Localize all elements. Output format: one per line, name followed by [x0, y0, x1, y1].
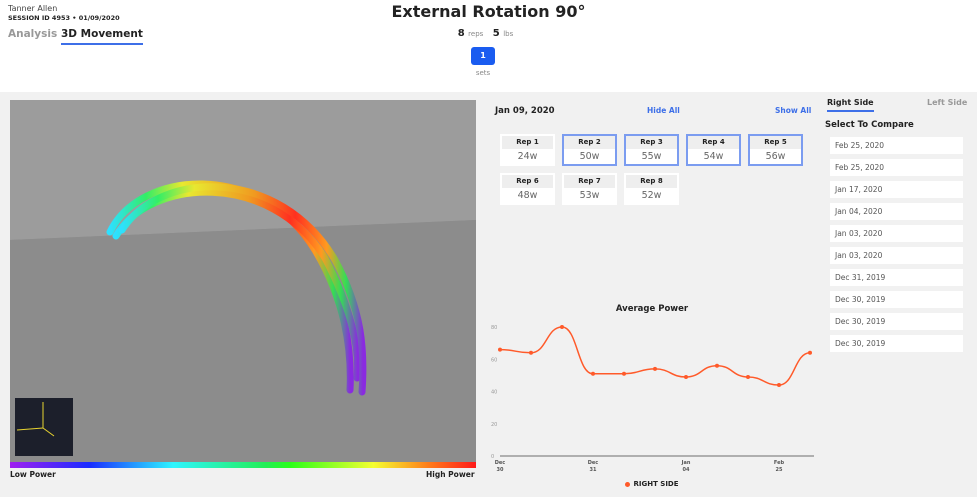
- data-point: [560, 325, 564, 329]
- tab-3d-movement[interactable]: 3D Movement: [61, 28, 143, 45]
- x-tick-label: Feb: [774, 460, 785, 466]
- compare-date-item[interactable]: Dec 30, 2019: [830, 291, 963, 308]
- chart-legend: RIGHT SIDE: [488, 480, 816, 488]
- data-point: [529, 350, 533, 355]
- compare-date-item[interactable]: Dec 30, 2019: [830, 313, 963, 330]
- legend-label: RIGHT SIDE: [633, 480, 679, 488]
- data-point: [498, 347, 502, 352]
- rep-card[interactable]: Rep 7 53w: [562, 173, 617, 205]
- x-tick-label: 31: [590, 467, 597, 473]
- rep-label: Rep 1: [502, 136, 553, 149]
- x-tick-label: 25: [776, 467, 783, 473]
- 3d-scene: [10, 100, 476, 462]
- data-point: [715, 363, 719, 368]
- y-tick-label: 40: [491, 390, 497, 396]
- tab-left-side[interactable]: Left Side: [927, 98, 968, 107]
- rep-label: Rep 4: [688, 136, 739, 149]
- rep-power: 53w: [579, 190, 600, 201]
- hide-all-button[interactable]: Hide All: [647, 106, 680, 115]
- compare-date-item[interactable]: Jan 04, 2020: [830, 203, 963, 220]
- compare-date-item[interactable]: Jan 03, 2020: [830, 225, 963, 242]
- compare-date-item[interactable]: Dec 31, 2019: [830, 269, 963, 286]
- rep-power: 48w: [517, 190, 538, 201]
- rep-label: Rep 8: [626, 175, 677, 188]
- chart-panel: [488, 298, 816, 495]
- rep-power: 50w: [579, 151, 600, 162]
- rep-power: 54w: [703, 151, 724, 162]
- tab-analysis[interactable]: Analysis: [8, 28, 58, 40]
- rep-card[interactable]: Rep 8 52w: [624, 173, 679, 205]
- compare-date-item[interactable]: Feb 25, 2020: [830, 159, 963, 176]
- page-title: External Rotation 90°: [391, 2, 586, 21]
- power-color-scale: [10, 462, 476, 468]
- 3d-movement-viewer[interactable]: [10, 100, 476, 462]
- compare-date-item[interactable]: Jan 17, 2020: [830, 181, 963, 198]
- rep-label: Rep 6: [502, 175, 553, 188]
- rep-card[interactable]: Rep 1 24w: [500, 134, 555, 166]
- rep-label: Rep 2: [564, 136, 615, 149]
- legend-dot: [625, 481, 631, 487]
- reps-value: 8: [457, 28, 465, 39]
- x-tick-label: 04: [683, 467, 690, 473]
- low-power-label: Low Power: [10, 470, 56, 479]
- rep-card[interactable]: Rep 2 50w: [562, 134, 617, 166]
- axes-icon: [16, 402, 55, 437]
- data-point: [746, 374, 750, 379]
- set-1-button[interactable]: 1: [471, 47, 495, 65]
- data-point: [684, 374, 688, 379]
- exercise-stats: 8 reps 5 lbs: [0, 28, 977, 39]
- high-power-label: High Power: [426, 470, 475, 479]
- data-point: [622, 371, 626, 376]
- y-tick-label: 20: [491, 422, 497, 428]
- show-all-button[interactable]: Show All: [775, 106, 812, 115]
- y-tick-label: 60: [491, 357, 497, 363]
- x-tick-label: 30: [497, 467, 504, 473]
- rep-power: 56w: [765, 151, 786, 162]
- rep-card[interactable]: Rep 3 55w: [624, 134, 679, 166]
- chart-title: Average Power: [615, 304, 689, 314]
- floor: [10, 220, 476, 462]
- x-tick-label: Dec: [495, 460, 506, 466]
- data-point: [591, 371, 595, 376]
- movement-arcs: [106, 180, 367, 396]
- compare-title: Select To Compare: [825, 120, 914, 130]
- weight-unit: lbs: [503, 30, 514, 38]
- rep-card[interactable]: Rep 6 48w: [500, 173, 555, 205]
- sets-label: sets: [475, 69, 491, 77]
- rep-power: 55w: [641, 151, 662, 162]
- wall: [10, 100, 476, 240]
- y-tick-label: 80: [491, 325, 497, 331]
- rep-card[interactable]: Rep 4 54w: [686, 134, 741, 166]
- reps-unit: reps: [468, 30, 484, 38]
- rep-label: Rep 5: [750, 136, 801, 149]
- session-date: Jan 09, 2020: [495, 106, 555, 116]
- rep-power: 24w: [517, 151, 538, 162]
- series-line-right-side: [499, 326, 811, 386]
- compare-date-item[interactable]: Jan 03, 2020: [830, 247, 963, 264]
- rep-card[interactable]: Rep 5 56w: [748, 134, 803, 166]
- compare-date-item[interactable]: Feb 25, 2020: [830, 137, 963, 154]
- user-name: Tanner Allen: [8, 4, 58, 13]
- x-tick-label: Jan: [681, 460, 691, 466]
- rep-power: 52w: [641, 190, 662, 201]
- compare-date-item[interactable]: Dec 30, 2019: [830, 335, 963, 352]
- rep-label: Rep 7: [564, 175, 615, 188]
- session-id: SESSION ID 4953 • 01/09/2020: [8, 14, 120, 22]
- data-point: [653, 366, 657, 371]
- data-point: [808, 350, 812, 355]
- rep-label: Rep 3: [626, 136, 677, 149]
- data-point: [777, 383, 781, 388]
- y-tick-label: 0: [491, 454, 494, 460]
- tab-right-side[interactable]: Right Side: [827, 98, 874, 112]
- weight-value: 5: [492, 28, 500, 39]
- x-tick-label: Dec: [588, 460, 599, 466]
- axes-gizmo: [15, 398, 73, 456]
